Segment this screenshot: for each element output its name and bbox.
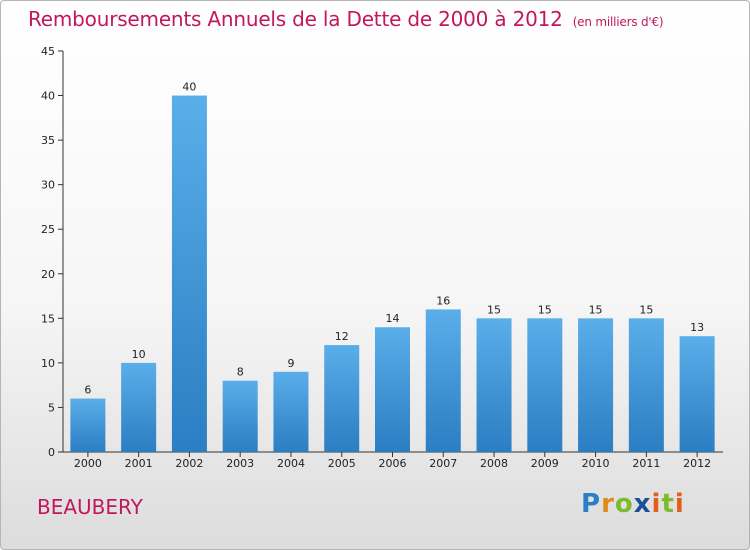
y-tick-label: 45 <box>41 45 55 58</box>
y-tick-label: 30 <box>41 179 55 192</box>
commune-name: BEAUBERY <box>37 495 143 519</box>
y-tick-label: 0 <box>48 446 55 459</box>
x-tick-label: 2000 <box>74 457 102 470</box>
data-label: 6 <box>84 384 91 397</box>
labels: 2000 6 2001 10 2002 40 2003 8 2004 9 2005 12 2006 14 2… <box>74 81 711 470</box>
y-tick-label: 5 <box>48 401 55 414</box>
y-tick-label: 35 <box>41 134 55 147</box>
data-label: 14 <box>386 312 400 325</box>
x-tick-label: 2005 <box>328 457 356 470</box>
bar-2004 <box>273 371 309 452</box>
bar-2010 <box>578 318 614 452</box>
chart-title: Remboursements Annuels de la Dette de 20… <box>28 7 664 31</box>
y-tick-label: 15 <box>41 312 55 325</box>
data-label: 40 <box>182 81 196 94</box>
chart-title-text: Remboursements Annuels de la Dette de 20… <box>28 7 563 31</box>
x-tick-label: 2012 <box>683 457 711 470</box>
data-label: 16 <box>436 294 450 307</box>
y-tick-label: 10 <box>41 357 55 370</box>
x-tick-label: 2011 <box>632 457 660 470</box>
bar-2003 <box>222 380 258 452</box>
bar-2009 <box>527 318 563 452</box>
data-label: 10 <box>132 348 146 361</box>
bar-2011 <box>628 318 664 452</box>
y-tick-label: 40 <box>41 90 55 103</box>
data-label: 15 <box>487 303 501 316</box>
x-tick-label: 2009 <box>531 457 559 470</box>
data-label: 15 <box>538 303 552 316</box>
bar-2002 <box>171 95 207 453</box>
data-label: 13 <box>690 321 704 334</box>
x-tick-label: 2004 <box>277 457 305 470</box>
x-tick-label: 2002 <box>175 457 203 470</box>
x-tick-label: 2010 <box>582 457 610 470</box>
proxiti-logo[interactable]: Proxiti <box>581 489 685 519</box>
x-tick-label: 2007 <box>429 457 457 470</box>
x-tick-label: 2006 <box>379 457 407 470</box>
y-tick-label: 20 <box>41 268 55 281</box>
x-tick-label: 2001 <box>125 457 153 470</box>
bar-2000 <box>70 398 106 452</box>
chart-unit-label: (en milliers d'€) <box>572 15 664 29</box>
x-tick-label: 2003 <box>226 457 254 470</box>
bar-2006 <box>375 327 410 452</box>
bar-2008 <box>476 318 512 452</box>
bar-2001 <box>121 362 157 452</box>
data-label: 8 <box>237 366 244 379</box>
bars <box>70 95 715 453</box>
data-label: 15 <box>589 303 603 316</box>
bar-2007 <box>425 309 461 452</box>
data-label: 9 <box>287 357 294 370</box>
bar-2012 <box>679 336 715 452</box>
y-tick-label: 25 <box>41 223 55 236</box>
data-label: 12 <box>335 330 349 343</box>
bar-2005 <box>324 345 360 452</box>
data-label: 15 <box>639 303 653 316</box>
x-tick-label: 2008 <box>480 457 508 470</box>
